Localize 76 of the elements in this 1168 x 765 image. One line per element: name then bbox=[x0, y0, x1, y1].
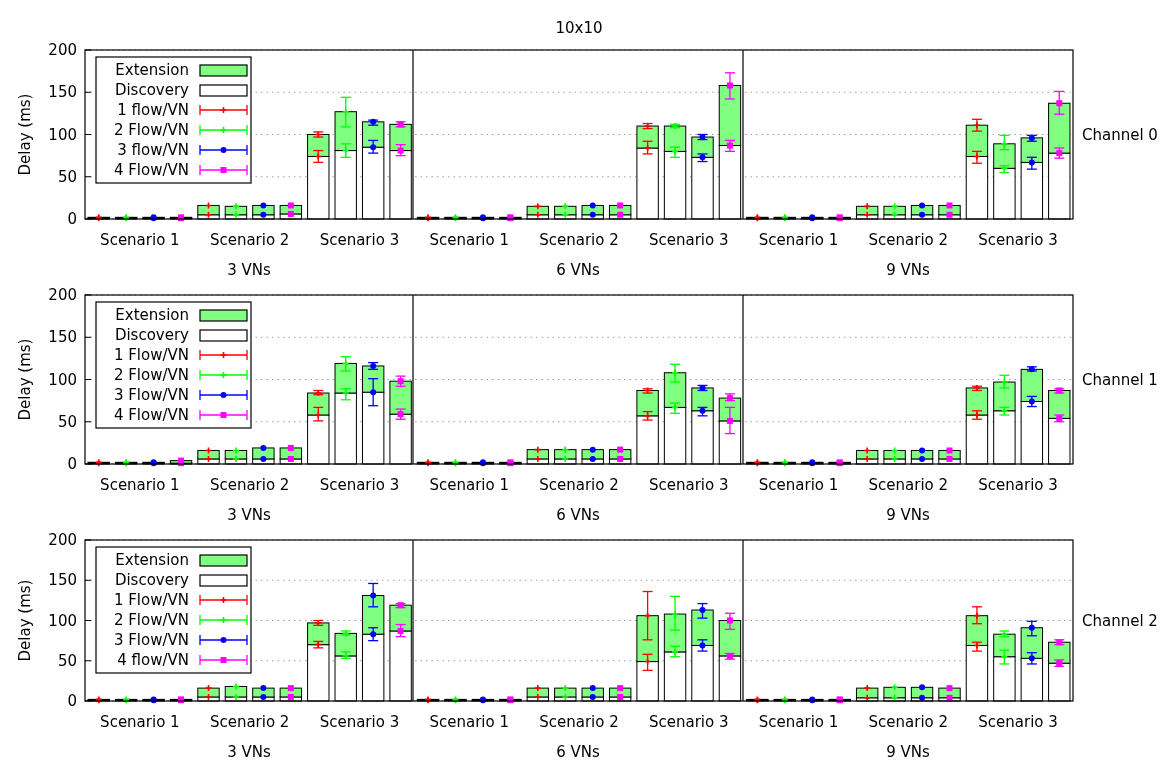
y-tick-label: 100 bbox=[48, 370, 77, 389]
legend-label: Extension bbox=[115, 61, 189, 79]
text: Scenario 1 bbox=[100, 231, 180, 249]
y-tick-label: 150 bbox=[48, 83, 77, 102]
text: 3 VNs bbox=[227, 506, 271, 524]
y-axis-title: Delay (ms) bbox=[16, 93, 34, 176]
text: Scenario 2 bbox=[539, 713, 619, 731]
text: Scenario 2 bbox=[539, 231, 619, 249]
text: Scenario 1 bbox=[758, 231, 839, 249]
legend-label: 1 flow/VN bbox=[117, 101, 189, 119]
y-tick-label: 150 bbox=[48, 571, 77, 590]
text: Scenario 2 bbox=[209, 713, 290, 731]
text: Scenario 1 bbox=[429, 231, 509, 249]
y-tick-label: 100 bbox=[48, 125, 77, 144]
y-tick-label: 50 bbox=[57, 412, 77, 431]
text: Scenario 3 bbox=[649, 476, 729, 494]
text: 6 VNs bbox=[556, 261, 600, 279]
y-tick-label: 50 bbox=[57, 651, 77, 670]
text: 9 VNs bbox=[886, 261, 930, 279]
legend-label: 3 Flow/VN bbox=[113, 386, 189, 404]
text: Scenario 2 bbox=[209, 231, 290, 249]
legend-label: 2 Flow/VN bbox=[113, 366, 189, 384]
text: 3 VNs bbox=[227, 743, 271, 761]
chart-title: 10x10 bbox=[555, 19, 603, 37]
y-tick-label: 100 bbox=[48, 611, 77, 630]
legend-label: Extension bbox=[115, 306, 189, 324]
legend-label: 2 Flow/VN bbox=[113, 121, 189, 139]
legend-label: 3 Flow/VN bbox=[113, 631, 189, 649]
y2-axis-title: Channel 1 bbox=[1082, 370, 1158, 389]
text: Scenario 1 bbox=[758, 713, 839, 731]
legend-label: Extension bbox=[115, 551, 189, 569]
text: Scenario 1 bbox=[100, 713, 180, 731]
y-tick-label: 50 bbox=[57, 167, 77, 186]
legend-label: Discovery bbox=[114, 571, 190, 589]
legend-label: Discovery bbox=[114, 81, 190, 99]
text: Scenario 3 bbox=[978, 476, 1058, 494]
legend-label: 4 flow/VN bbox=[117, 651, 189, 669]
text: Scenario 3 bbox=[319, 713, 400, 731]
text: Scenario 1 bbox=[429, 476, 509, 494]
legend-label: 4 Flow/VN bbox=[113, 406, 189, 424]
text: 6 VNs bbox=[556, 506, 600, 524]
text: Scenario 2 bbox=[868, 713, 949, 731]
text: 9 VNs bbox=[886, 743, 930, 761]
legend-label: 2 Flow/VN bbox=[113, 611, 189, 629]
text: Scenario 3 bbox=[649, 713, 729, 731]
text: Scenario 2 bbox=[539, 476, 619, 494]
text: Scenario 1 bbox=[100, 476, 180, 494]
text: Scenario 1 bbox=[429, 713, 509, 731]
text: 3 VNs bbox=[227, 261, 271, 279]
text: 6 VNs bbox=[556, 743, 600, 761]
legend-label: 1 Flow/VN bbox=[113, 346, 189, 364]
y-tick-label: 200 bbox=[48, 531, 77, 549]
text: Scenario 1 bbox=[758, 476, 839, 494]
text: Scenario 2 bbox=[209, 476, 290, 494]
y-tick-label: 0 bbox=[67, 455, 77, 473]
y2-axis-title: Channel 0 bbox=[1082, 125, 1158, 144]
legend-label: 1 Flow/VN bbox=[113, 591, 189, 609]
y-axis-title: Delay (ms) bbox=[16, 579, 34, 662]
y-tick-label: 0 bbox=[67, 692, 77, 710]
text: Scenario 3 bbox=[649, 231, 729, 249]
y-tick-label: 200 bbox=[48, 41, 77, 59]
text: Scenario 3 bbox=[978, 713, 1058, 731]
text: Scenario 2 bbox=[868, 231, 949, 249]
text: 9 VNs bbox=[886, 506, 930, 524]
y-tick-label: 200 bbox=[48, 286, 77, 304]
text: Scenario 3 bbox=[978, 231, 1058, 249]
y-tick-label: 0 bbox=[67, 210, 77, 228]
text: Scenario 3 bbox=[319, 476, 400, 494]
legend-label: Discovery bbox=[114, 326, 190, 344]
text: Scenario 3 bbox=[319, 231, 400, 249]
legend-label: 3 flow/VN bbox=[117, 141, 189, 159]
text: Scenario 2 bbox=[868, 476, 949, 494]
y-tick-label: 150 bbox=[48, 328, 77, 347]
y2-axis-title: Channel 2 bbox=[1082, 611, 1158, 630]
legend-label: 4 Flow/VN bbox=[113, 161, 189, 179]
y-axis-title: Delay (ms) bbox=[16, 338, 34, 421]
